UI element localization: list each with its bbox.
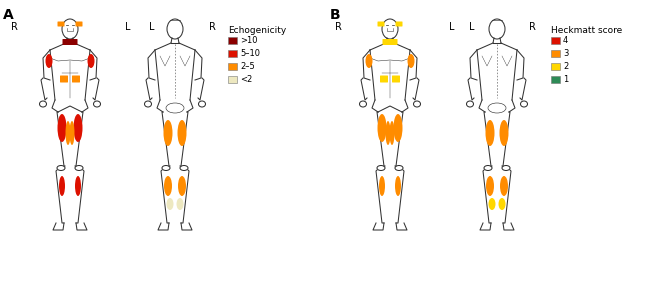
Ellipse shape [177, 120, 186, 146]
Text: B: B [330, 8, 341, 22]
Ellipse shape [485, 120, 494, 146]
Ellipse shape [73, 114, 82, 142]
Ellipse shape [65, 121, 71, 145]
FancyBboxPatch shape [380, 75, 388, 82]
Ellipse shape [500, 176, 508, 196]
Ellipse shape [377, 114, 387, 142]
Ellipse shape [379, 176, 385, 196]
Text: 2: 2 [563, 62, 568, 71]
Ellipse shape [167, 198, 173, 210]
Text: R: R [10, 22, 18, 32]
Ellipse shape [385, 121, 390, 145]
Ellipse shape [486, 176, 494, 196]
Text: L: L [470, 22, 475, 32]
Ellipse shape [88, 54, 94, 68]
Ellipse shape [75, 176, 81, 196]
FancyBboxPatch shape [551, 50, 560, 57]
Text: R: R [209, 22, 215, 32]
FancyBboxPatch shape [392, 75, 400, 82]
Ellipse shape [395, 176, 401, 196]
Ellipse shape [164, 120, 173, 146]
FancyBboxPatch shape [228, 50, 237, 57]
Text: L: L [126, 22, 131, 32]
Ellipse shape [500, 120, 509, 146]
FancyBboxPatch shape [551, 37, 560, 44]
Ellipse shape [177, 198, 184, 210]
Ellipse shape [498, 198, 506, 210]
FancyBboxPatch shape [60, 75, 68, 82]
Text: 2–5: 2–5 [240, 62, 255, 71]
Text: L: L [449, 22, 455, 32]
Ellipse shape [178, 176, 186, 196]
FancyBboxPatch shape [75, 22, 82, 26]
Text: <2: <2 [240, 75, 252, 84]
Text: 3: 3 [563, 49, 568, 58]
FancyBboxPatch shape [228, 76, 237, 83]
Text: 4: 4 [563, 36, 568, 45]
FancyBboxPatch shape [58, 22, 65, 26]
FancyBboxPatch shape [551, 63, 560, 70]
Text: 1: 1 [563, 75, 568, 84]
Text: Heckmatt score: Heckmatt score [551, 26, 622, 35]
Text: Echogenicity: Echogenicity [228, 26, 286, 35]
Ellipse shape [69, 121, 75, 145]
Ellipse shape [366, 54, 373, 68]
FancyBboxPatch shape [72, 75, 80, 82]
FancyBboxPatch shape [63, 39, 78, 45]
Text: 5–10: 5–10 [240, 49, 260, 58]
Ellipse shape [58, 114, 67, 142]
FancyBboxPatch shape [396, 22, 402, 26]
Text: >10: >10 [240, 36, 258, 45]
Text: A: A [3, 8, 14, 22]
Text: R: R [335, 22, 341, 32]
FancyBboxPatch shape [228, 63, 237, 70]
Ellipse shape [407, 54, 415, 68]
Text: L: L [149, 22, 155, 32]
Text: R: R [528, 22, 536, 32]
Ellipse shape [489, 198, 496, 210]
Ellipse shape [46, 54, 52, 68]
Ellipse shape [390, 121, 394, 145]
FancyBboxPatch shape [383, 39, 398, 45]
Ellipse shape [59, 176, 65, 196]
Ellipse shape [164, 176, 172, 196]
FancyBboxPatch shape [228, 37, 237, 44]
Ellipse shape [394, 114, 402, 142]
FancyBboxPatch shape [551, 76, 560, 83]
FancyBboxPatch shape [377, 22, 385, 26]
